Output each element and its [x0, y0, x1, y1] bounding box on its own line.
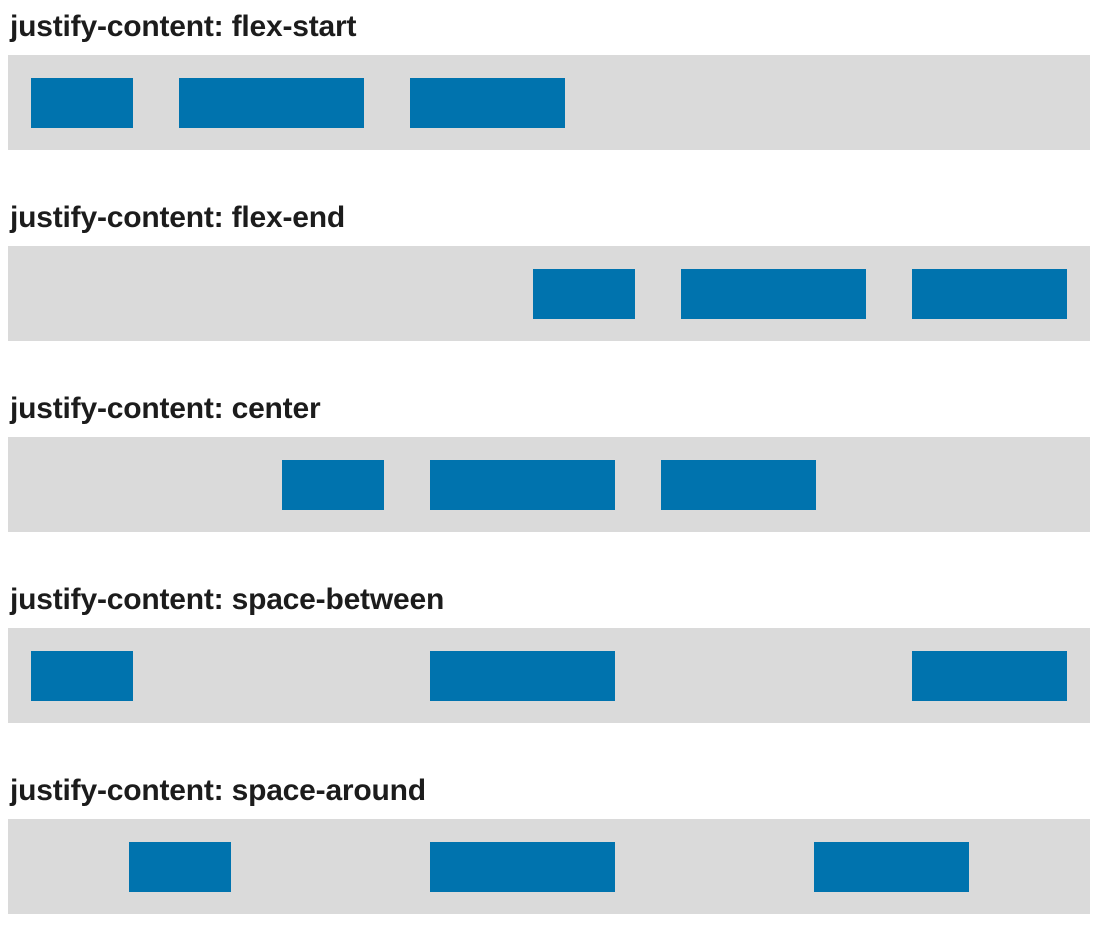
- flex-item-1: [533, 268, 635, 319]
- flex-item-1: [31, 77, 133, 128]
- section-label: justify-content: flex-start: [10, 10, 357, 43]
- section-label: justify-content: space-between: [10, 583, 445, 616]
- flex-container: [8, 628, 1090, 723]
- flex-item-2: [681, 268, 866, 319]
- flex-item-1: [129, 841, 232, 892]
- flex-item-3: [410, 77, 565, 128]
- flex-item-2: [429, 841, 615, 892]
- section-space-around: justify-content: space-around: [0, 773, 1110, 918]
- flex-item-2: [179, 77, 364, 128]
- flex-item-3: [912, 650, 1067, 701]
- flex-item-3: [813, 841, 969, 892]
- flex-item-3: [912, 268, 1067, 319]
- flex-item-2: [430, 650, 615, 701]
- section-flex-end: justify-content: flex-end: [0, 200, 1110, 345]
- section-space-between: justify-content: space-between: [0, 582, 1110, 727]
- flex-container: [8, 55, 1090, 150]
- flex-container: [8, 246, 1090, 341]
- section-label: justify-content: flex-end: [10, 201, 346, 234]
- flex-item-1: [282, 459, 384, 510]
- flex-item-2: [430, 459, 615, 510]
- flex-container: [8, 437, 1090, 532]
- flex-item-1: [31, 650, 133, 701]
- flex-item-3: [661, 459, 816, 510]
- section-flex-start: justify-content: flex-start: [0, 9, 1110, 154]
- section-center: justify-content: center: [0, 391, 1110, 536]
- section-label: justify-content: space-around: [10, 774, 426, 807]
- flex-container: [8, 819, 1090, 914]
- section-label: justify-content: center: [10, 392, 321, 425]
